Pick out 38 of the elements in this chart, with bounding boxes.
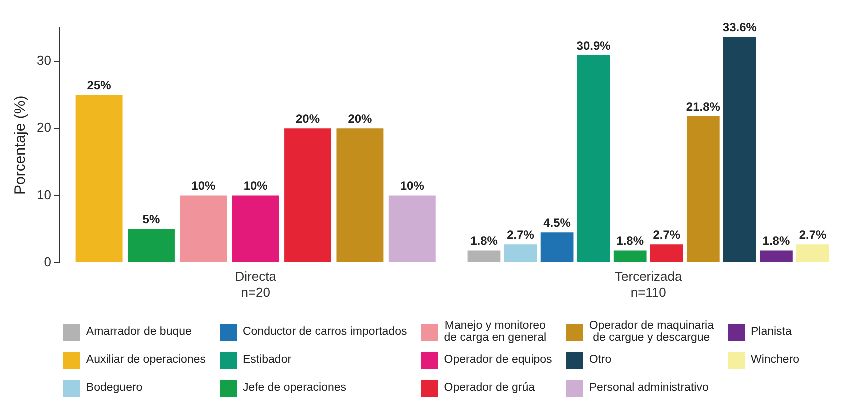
data-label: 2.7% bbox=[799, 228, 827, 242]
legend-label: Winchero bbox=[750, 354, 800, 366]
legend-label: Operador de grúa bbox=[444, 382, 536, 394]
y-tick-label: 10 bbox=[36, 187, 52, 202]
legend-label: Jefe de operaciones bbox=[242, 382, 347, 394]
data-label: 33.6% bbox=[722, 20, 758, 35]
data-label: 25% bbox=[87, 78, 112, 92]
data-label: 2.7% bbox=[507, 228, 535, 242]
y-tick-label: 20 bbox=[36, 120, 52, 136]
data-label: 30.9% bbox=[576, 38, 612, 53]
legend-label: Estibador bbox=[242, 354, 292, 366]
legend-label: Amarrador de buque bbox=[86, 326, 192, 338]
data-label: 10% bbox=[400, 179, 425, 194]
legend-label: Operador de equipos bbox=[444, 354, 552, 366]
legend-label: Conductor de carros importados bbox=[242, 326, 408, 338]
legend-label: Bodeguero bbox=[86, 382, 143, 394]
data-label: 21.8% bbox=[686, 100, 721, 114]
data-label: 5% bbox=[142, 212, 160, 227]
data-label: 1.8% bbox=[762, 234, 790, 248]
data-label: 10% bbox=[244, 179, 268, 194]
data-label: 1.8% bbox=[470, 234, 498, 248]
data-label: 20% bbox=[348, 112, 373, 126]
data-label: 4.5% bbox=[544, 216, 572, 230]
data-label: 1.8% bbox=[616, 234, 644, 248]
legend-label: Otro bbox=[589, 354, 612, 366]
x-tick-label: Tercerizada n=110 bbox=[615, 269, 683, 300]
legend-label: Operador de maquinaria de cargue y descargue bbox=[589, 320, 714, 344]
legend-label: Auxiliar de operaciones bbox=[86, 354, 206, 366]
y-tick-label: 30 bbox=[36, 53, 52, 68]
data-label: 20% bbox=[296, 112, 320, 126]
data-label: 2.7% bbox=[653, 228, 681, 242]
legend-label: Personal administrativo bbox=[589, 382, 709, 394]
y-tick-label: 0 bbox=[44, 254, 52, 270]
x-tick-label: Directa n=20 bbox=[235, 269, 278, 300]
data-label: 10% bbox=[192, 179, 216, 194]
legend-label: Manejo y monitoreo de carga en general bbox=[444, 320, 547, 344]
legend-label: Planista bbox=[750, 326, 792, 338]
y-axis-title: Porcentaje (%) bbox=[12, 96, 30, 196]
